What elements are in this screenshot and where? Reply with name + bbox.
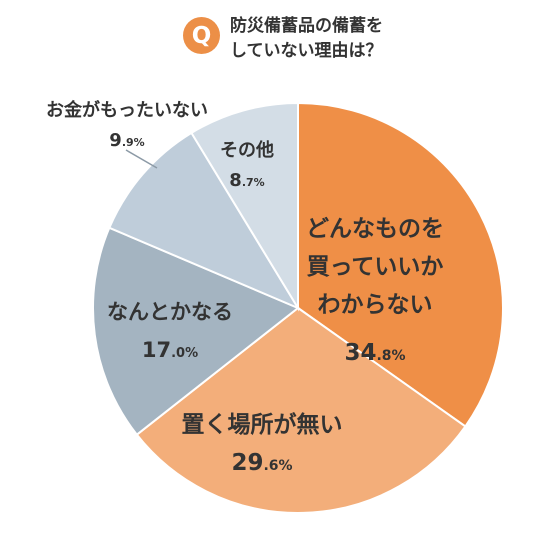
- question-line-2: していない理由は？: [230, 41, 383, 61]
- slice-label: どんなものを買っていいかわからない: [306, 216, 444, 318]
- question-badge-icon: Q: [183, 17, 220, 54]
- slice-value-label: 34.8%: [344, 340, 405, 366]
- slice-value-label: 8.7%: [229, 170, 264, 191]
- slice-will-manage: [92, 226, 300, 437]
- slice-waste-of-money: [108, 131, 301, 311]
- slice-other: [190, 101, 299, 312]
- leader-line-money: [125, 149, 158, 169]
- slice-value-label: 9.9%: [109, 130, 144, 151]
- question-line-1: 防災備蓄品の備蓄を: [230, 16, 383, 36]
- slice-unsure-what-to-buy: [297, 101, 504, 428]
- slice-label: その他: [220, 139, 274, 161]
- slice-label: お金がもったいない: [46, 99, 208, 121]
- slice-label: なんとかなる: [107, 300, 233, 324]
- question-text: 防災備蓄品の備蓄を していない理由は？: [230, 14, 383, 64]
- pie-labels: どんなものを買っていいかわからない 34.8% 置く場所が無い 29.6% なんとかなる…: [46, 99, 444, 476]
- slice-value-label: 29.6%: [231, 450, 292, 476]
- slice-no-storage-space: [135, 306, 467, 514]
- slice-value-label: 17.0%: [142, 338, 198, 362]
- slice-label: 置く場所が無い: [182, 411, 343, 438]
- pie-slices: [92, 101, 504, 514]
